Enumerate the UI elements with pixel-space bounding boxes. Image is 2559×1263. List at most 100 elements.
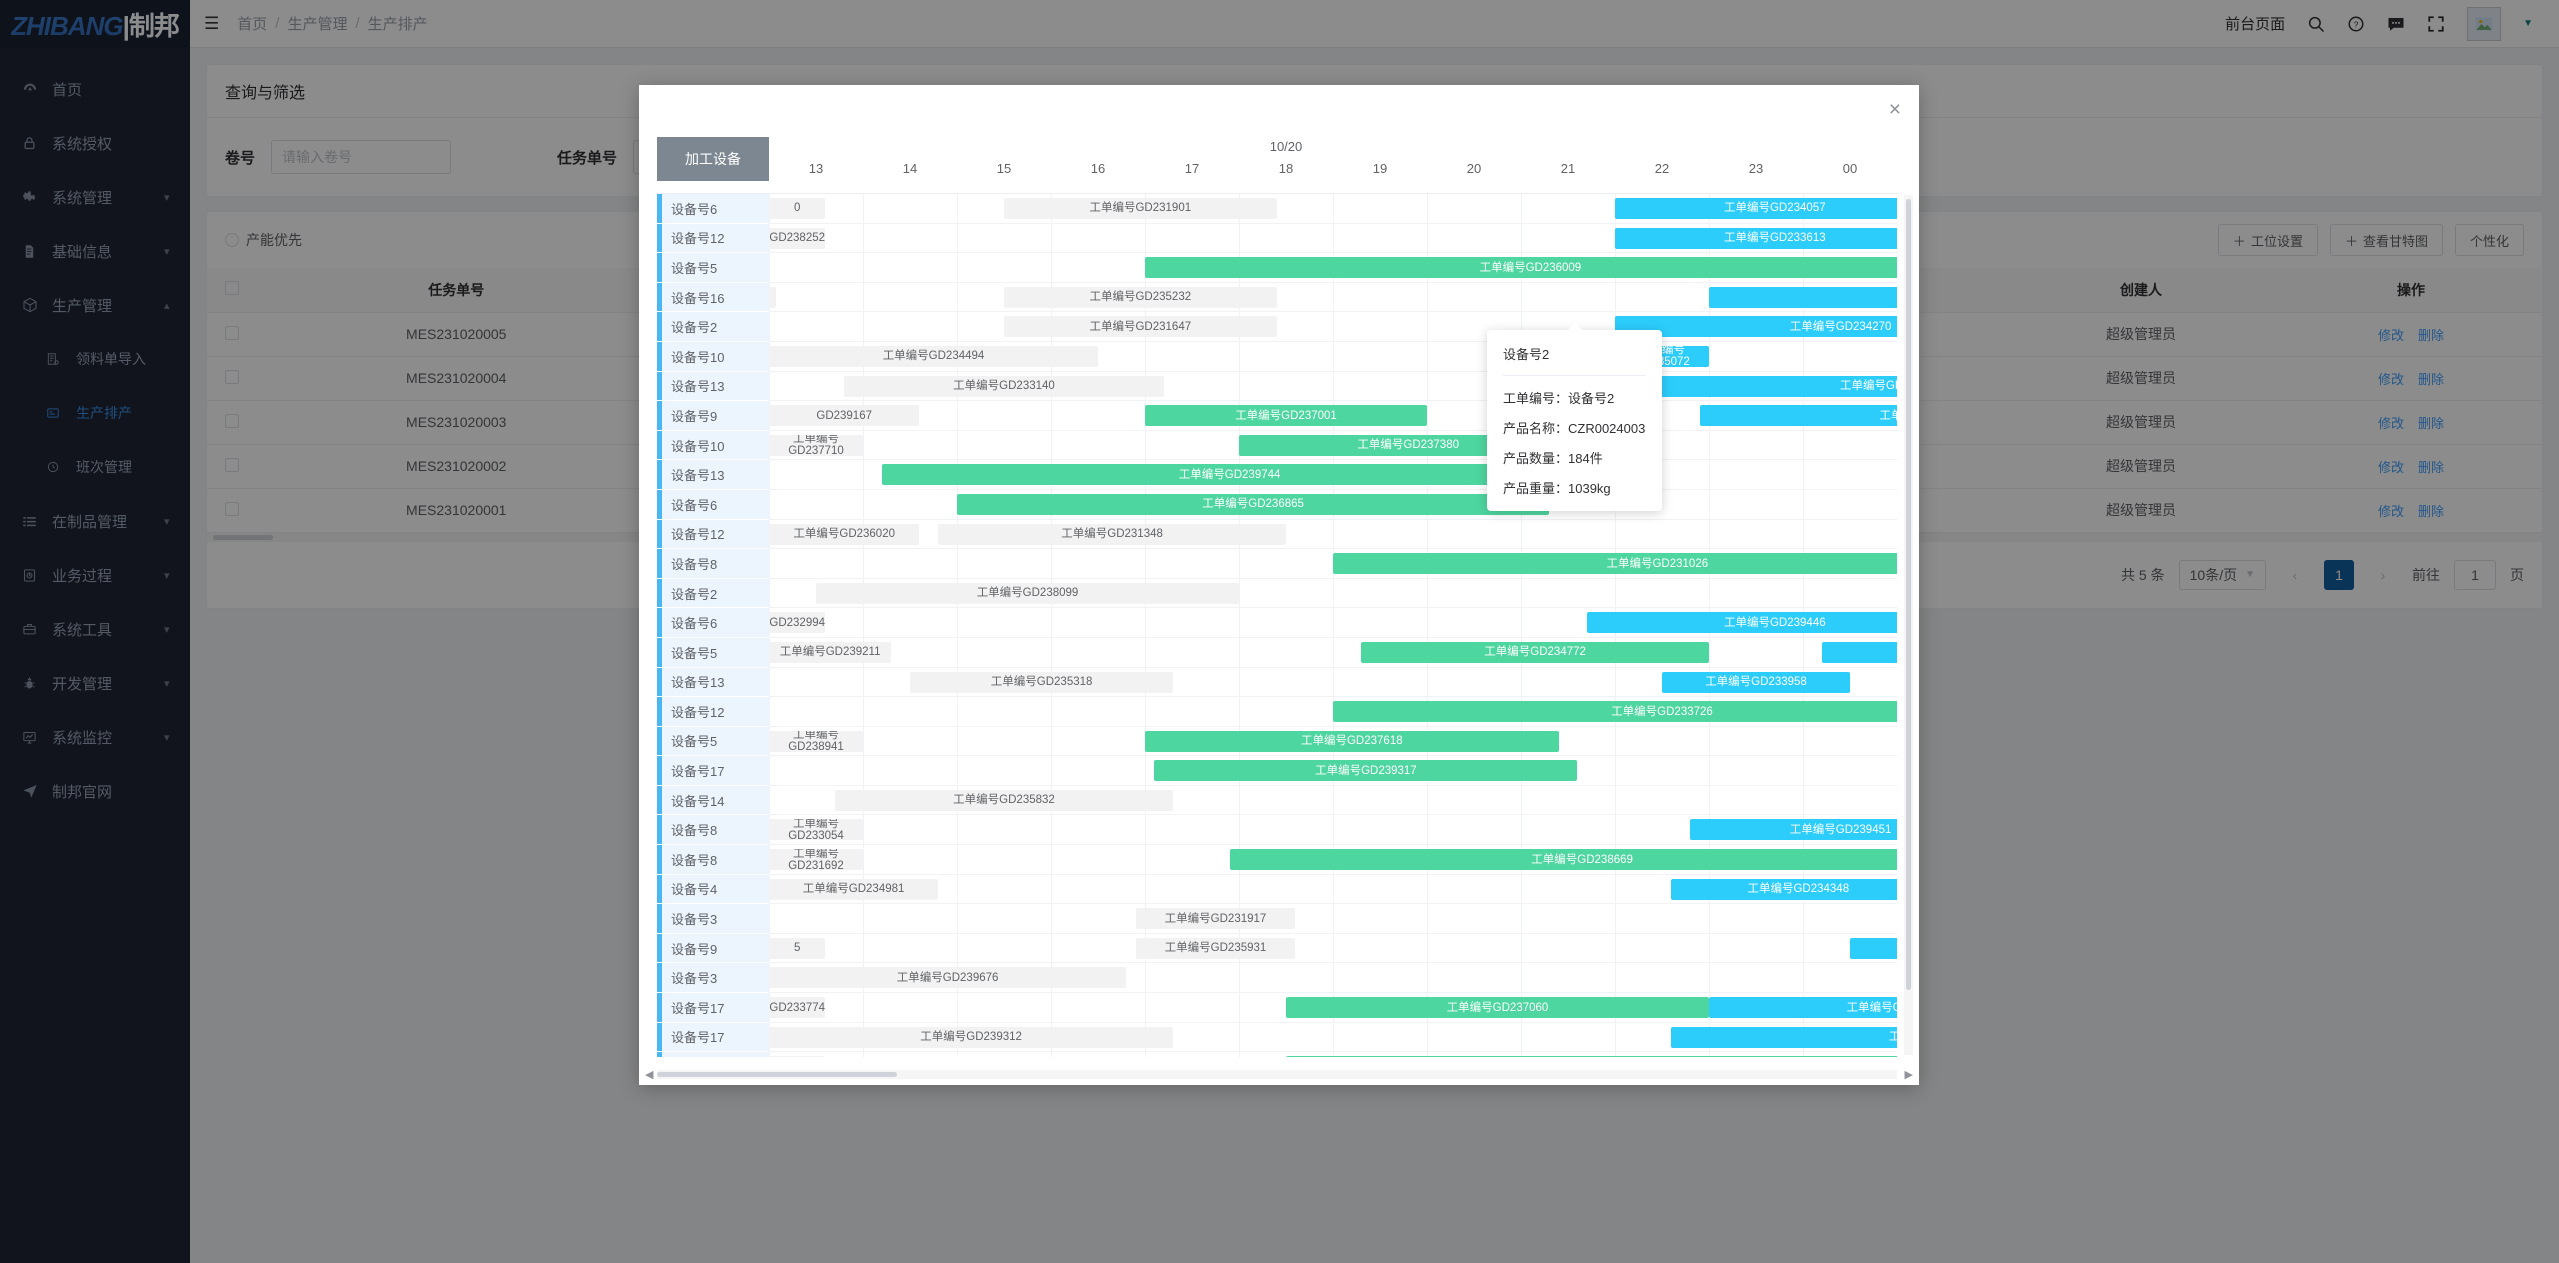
gantt-bar[interactable]: 工单编号GD237710 bbox=[769, 434, 863, 456]
gantt-bar[interactable]: 工单编号GD235931 bbox=[1135, 937, 1296, 959]
gantt-bar[interactable]: 工单编号GD233613 bbox=[1615, 227, 1897, 249]
gantt-bar[interactable]: 工单编号GD233054 bbox=[769, 819, 863, 841]
gantt-bar[interactable]: 工单编号GD231647 bbox=[1004, 316, 1277, 338]
gantt-bar[interactable] bbox=[769, 286, 776, 308]
sidebar-item-10[interactable]: 系统工具 ▾ bbox=[0, 602, 190, 656]
sidebar-item-1[interactable]: 系统授权 bbox=[0, 116, 190, 170]
row-checkbox[interactable] bbox=[225, 457, 239, 472]
scrollbar-thumb[interactable] bbox=[657, 1072, 897, 1077]
gantt-bar[interactable]: GD238252 bbox=[769, 227, 826, 249]
gantt-bar[interactable]: 工单编号GD238941 bbox=[769, 730, 863, 752]
view-gantt-button[interactable]: ＋查看甘特图 bbox=[2329, 224, 2443, 256]
gantt-bar[interactable]: 工单编号GD234057 bbox=[1615, 198, 1897, 219]
scrollbar-thumb[interactable] bbox=[1906, 199, 1911, 991]
page-size-select[interactable]: 10条/页 ▼ bbox=[2178, 559, 2266, 590]
page-number-1[interactable]: 1 bbox=[2324, 559, 2354, 590]
row-checkbox[interactable] bbox=[225, 369, 239, 384]
gantt-bar[interactable]: GD239167 bbox=[769, 405, 920, 427]
breadcrumb-item-schedule[interactable]: 生产排产 bbox=[367, 16, 428, 33]
gantt-bar[interactable]: 工单编号GD236911 bbox=[1671, 1026, 1897, 1048]
gantt-bar[interactable]: 工单编号GD239317 bbox=[1154, 760, 1578, 782]
gantt-bar[interactable]: 工单编号GD239451 bbox=[1690, 819, 1897, 841]
hamburger-icon[interactable]: ☰ bbox=[204, 13, 220, 33]
sidebar-item-5[interactable]: 领料单导入 bbox=[0, 332, 190, 386]
avatar[interactable] bbox=[2467, 6, 2502, 41]
select-all-checkbox[interactable] bbox=[225, 281, 239, 296]
prev-page-button[interactable]: ‹ bbox=[2292, 566, 2298, 583]
gantt-bar[interactable]: 工单编号GD236911 bbox=[1709, 997, 1897, 1019]
gantt-bar[interactable]: 工单编号GD231026 bbox=[1333, 553, 1897, 575]
gantt-bar[interactable]: 工单编号GD231917 bbox=[1135, 908, 1296, 930]
sidebar-item-3[interactable]: 基础信息 ▾ bbox=[0, 224, 190, 278]
sidebar-item-6[interactable]: 生产排产 bbox=[0, 386, 190, 440]
capacity-priority-radio[interactable]: 产能优先 bbox=[225, 230, 302, 250]
delete-button[interactable]: 删除 bbox=[2417, 415, 2444, 431]
gantt-bar[interactable]: 工单编号GD238669 bbox=[1229, 849, 1897, 871]
gantt-bar[interactable]: 工单编号GD233958 bbox=[1662, 671, 1850, 693]
gantt-bar[interactable]: 工单编号GD239312 bbox=[769, 1026, 1174, 1048]
sidebar-item-9[interactable]: 业务过程 ▾ bbox=[0, 548, 190, 602]
row-checkbox[interactable] bbox=[225, 325, 239, 340]
gantt-bar[interactable]: 工单编号GD235318 bbox=[910, 671, 1174, 693]
gantt-bar[interactable]: 工单编号GD236006 bbox=[1709, 286, 1897, 308]
help-icon[interactable]: ? bbox=[2347, 15, 2365, 33]
sidebar-item-11[interactable]: 开发管理 ▾ bbox=[0, 656, 190, 710]
goto-input[interactable]: 1 bbox=[2454, 559, 2496, 590]
gantt-horizontal-scrollbar[interactable] bbox=[657, 1070, 1897, 1079]
gantt-bar[interactable]: 工单编号GD232391 bbox=[1821, 641, 1897, 663]
gantt-bar[interactable]: 工单编号GD234981 bbox=[769, 878, 939, 900]
row-checkbox-cell[interactable] bbox=[207, 356, 257, 401]
gantt-bar[interactable]: 工单编号GD238099 bbox=[816, 582, 1239, 604]
breadcrumb-item-production[interactable]: 生产管理 bbox=[287, 16, 348, 33]
gantt-bar[interactable]: 工单编号GD239676 bbox=[769, 967, 1127, 989]
gantt-bar[interactable]: 工单编号GD235832 bbox=[834, 789, 1174, 811]
row-checkbox-cell[interactable] bbox=[207, 444, 257, 489]
sidebar-item-13[interactable]: 制邦官网 bbox=[0, 764, 190, 818]
gantt-bar[interactable]: 工单编号GD236020 bbox=[769, 523, 920, 545]
roll-no-input[interactable]: 请输入卷号 bbox=[271, 140, 452, 174]
row-checkbox-cell[interactable] bbox=[207, 312, 257, 357]
gantt-bar[interactable]: GD238113 bbox=[769, 1056, 826, 1057]
delete-button[interactable]: 删除 bbox=[2417, 371, 2444, 387]
gantt-bar[interactable]: 工单编号GD234772 bbox=[1361, 641, 1709, 663]
delete-button[interactable]: 删除 bbox=[2417, 459, 2444, 475]
gantt-bar[interactable]: 工单编号GD233140 bbox=[844, 375, 1164, 397]
row-checkbox[interactable] bbox=[225, 501, 239, 516]
gantt-vertical-scrollbar[interactable] bbox=[1904, 195, 1913, 1055]
gantt-bar[interactable]: 工单编号GD237618 bbox=[1145, 730, 1559, 752]
gantt-bar[interactable]: 0 bbox=[769, 198, 826, 219]
gantt-bar[interactable]: 工单编号GD235232 bbox=[1004, 286, 1277, 308]
gantt-bar[interactable]: 工单编号GD236865 bbox=[957, 493, 1550, 515]
gantt-bar[interactable]: GD232994 bbox=[769, 612, 826, 634]
row-checkbox-cell[interactable] bbox=[207, 400, 257, 445]
row-checkbox-cell[interactable] bbox=[207, 488, 257, 533]
gantt-bar[interactable]: 工单编号GD234494 bbox=[769, 345, 1098, 367]
station-setting-button[interactable]: ＋工位设置 bbox=[2217, 224, 2318, 256]
edit-button[interactable]: 修改 bbox=[2377, 327, 2404, 343]
gantt-bar[interactable]: 工单编号GD237001 bbox=[1145, 405, 1427, 427]
sidebar-item-2[interactable]: 系统管理 ▾ bbox=[0, 170, 190, 224]
sidebar-item-7[interactable]: 班次管理 bbox=[0, 440, 190, 494]
gantt-bar[interactable]: 工单编号GD234270 bbox=[1615, 316, 1897, 338]
edit-button[interactable]: 修改 bbox=[2377, 415, 2404, 431]
gantt-bar[interactable]: 工单编号GD23730 bbox=[1615, 375, 1897, 397]
gantt-bar[interactable]: 工单编号GD239903 bbox=[1286, 1056, 1897, 1057]
gantt-bar[interactable]: 5 bbox=[769, 937, 826, 959]
gantt-bar[interactable]: 工单编号GD239446 bbox=[1586, 612, 1897, 634]
row-checkbox[interactable] bbox=[225, 413, 239, 428]
gantt-bar[interactable]: 工单编号GD236874 bbox=[1850, 937, 1897, 959]
edit-button[interactable]: 修改 bbox=[2377, 459, 2404, 475]
sidebar-item-12[interactable]: 系统监控 ▾ bbox=[0, 710, 190, 764]
gantt-bar[interactable]: 工单编号GD239744 bbox=[881, 464, 1578, 486]
close-icon[interactable]: × bbox=[1888, 98, 1901, 121]
fullscreen-icon[interactable] bbox=[2427, 15, 2445, 33]
gantt-bar[interactable]: 工单编号GD233726 bbox=[1333, 701, 1897, 723]
edit-button[interactable]: 修改 bbox=[2377, 503, 2404, 519]
sidebar-item-0[interactable]: 首页 bbox=[0, 62, 190, 116]
delete-button[interactable]: 删除 bbox=[2417, 327, 2444, 343]
next-page-button[interactable]: › bbox=[2380, 566, 2386, 583]
gantt-bar[interactable]: 工单编号GD231811 bbox=[1699, 405, 1897, 427]
gantt-bar[interactable]: 工单编号GD234348 bbox=[1671, 878, 1897, 900]
sidebar-item-8[interactable]: 在制品管理 ▾ bbox=[0, 494, 190, 548]
edit-button[interactable]: 修改 bbox=[2377, 371, 2404, 387]
